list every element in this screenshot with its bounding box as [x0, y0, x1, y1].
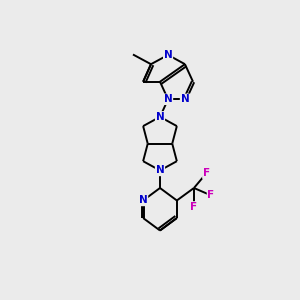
- Text: N: N: [164, 94, 172, 104]
- Text: N: N: [164, 50, 172, 60]
- Text: F: F: [203, 168, 210, 178]
- Text: F: F: [190, 202, 197, 212]
- Text: N: N: [139, 196, 148, 206]
- Text: F: F: [208, 190, 214, 200]
- Text: N: N: [181, 94, 189, 104]
- Text: N: N: [156, 112, 164, 122]
- Text: N: N: [156, 165, 164, 176]
